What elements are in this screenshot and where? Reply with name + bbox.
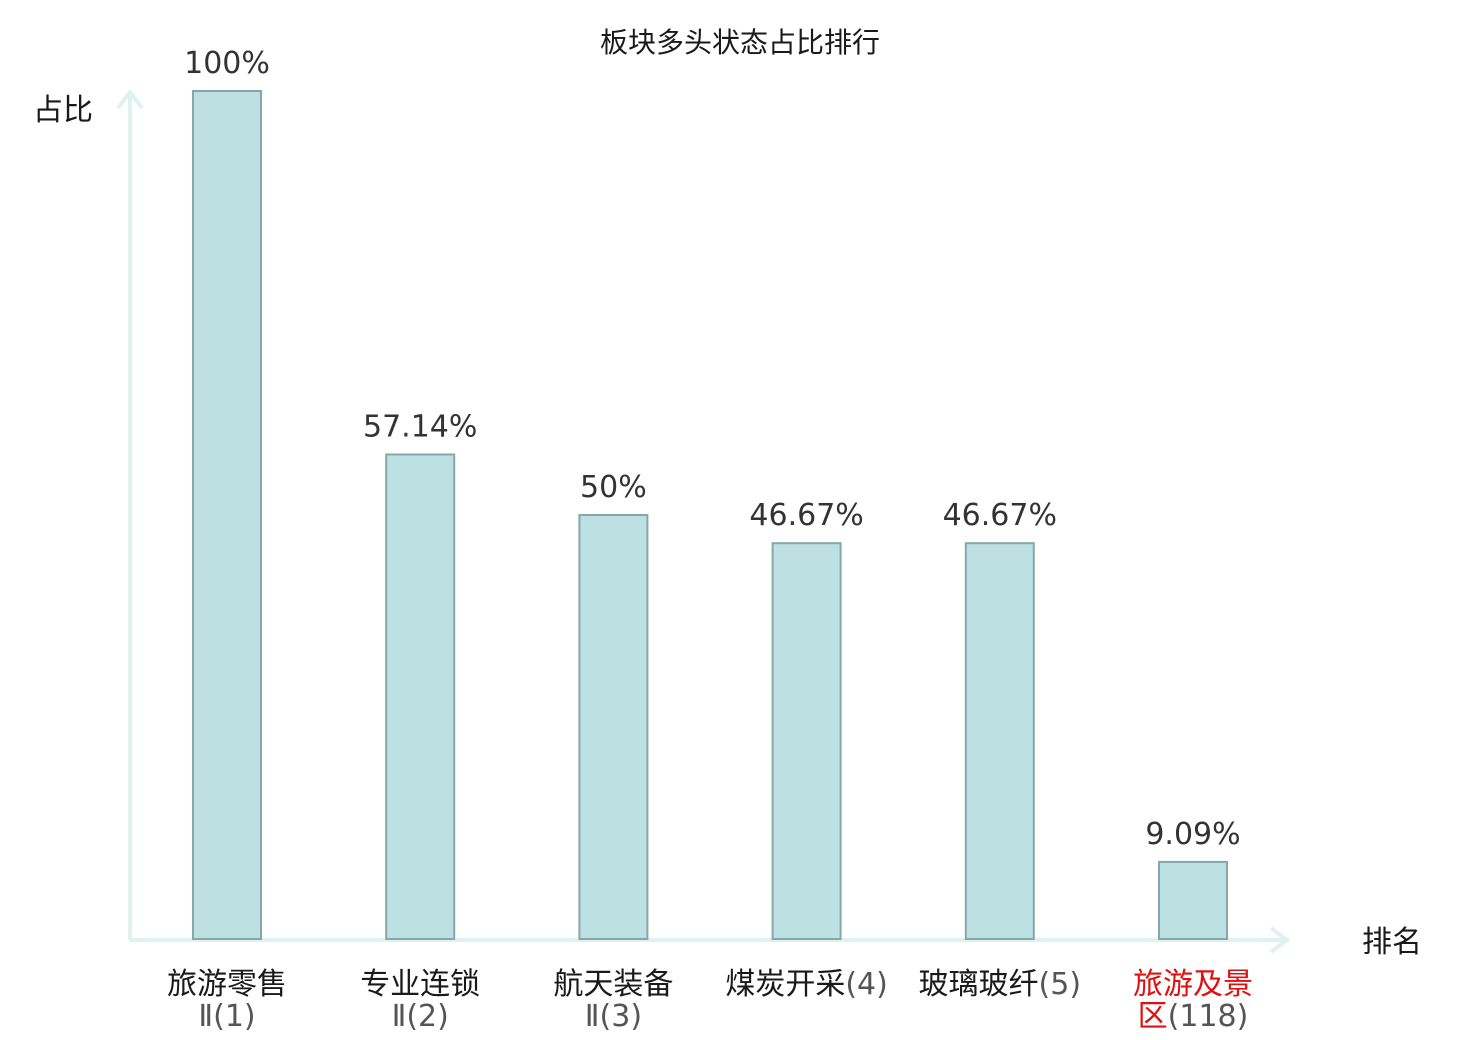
category-label-3-line-1: 航天装备	[553, 967, 673, 1002]
chart-title: 板块多头状态占比排行	[600, 26, 880, 59]
bar-2	[385, 453, 456, 940]
category-label-3-line-2: Ⅱ(3)	[585, 999, 642, 1034]
bar-4	[771, 542, 842, 940]
bar-3	[578, 514, 649, 940]
value-label-2: 57.14%	[363, 410, 477, 445]
value-label-5: 46.67%	[943, 498, 1057, 533]
bar-1	[192, 90, 262, 940]
y-axis-arrow	[116, 88, 144, 110]
value-label-3: 50%	[580, 470, 647, 505]
value-label-4: 46.67%	[749, 498, 863, 533]
category-label-6-line-2: 区(118)	[1138, 999, 1249, 1034]
x-axis-arrow	[1269, 926, 1291, 954]
y-axis-title: 占比	[33, 93, 93, 128]
category-label-2-line-2: Ⅱ(2)	[392, 999, 449, 1034]
category-label-1-line-2: Ⅱ(1)	[198, 999, 255, 1034]
category-label-1-line-1: 旅游零售	[167, 967, 287, 1002]
bar-6	[1158, 860, 1228, 941]
bar-5	[964, 542, 1035, 940]
value-label-group: 100% 57.14% 50% 46.67% 46.67% 9.09%	[184, 46, 1241, 852]
category-label-6-line-1: 旅游及景	[1133, 967, 1253, 1002]
category-label-5-line-1: 玻璃玻纤(5)	[919, 967, 1082, 1002]
category-label-2-line-1: 专业连锁	[360, 967, 480, 1002]
value-label-6: 9.09%	[1145, 817, 1240, 852]
x-axis-title: 排名	[1362, 925, 1422, 960]
bar-group	[192, 90, 1228, 941]
value-label-1: 100%	[184, 46, 270, 81]
axes	[116, 88, 1291, 954]
category-label-4-line-1: 煤炭开采(4)	[725, 967, 888, 1002]
